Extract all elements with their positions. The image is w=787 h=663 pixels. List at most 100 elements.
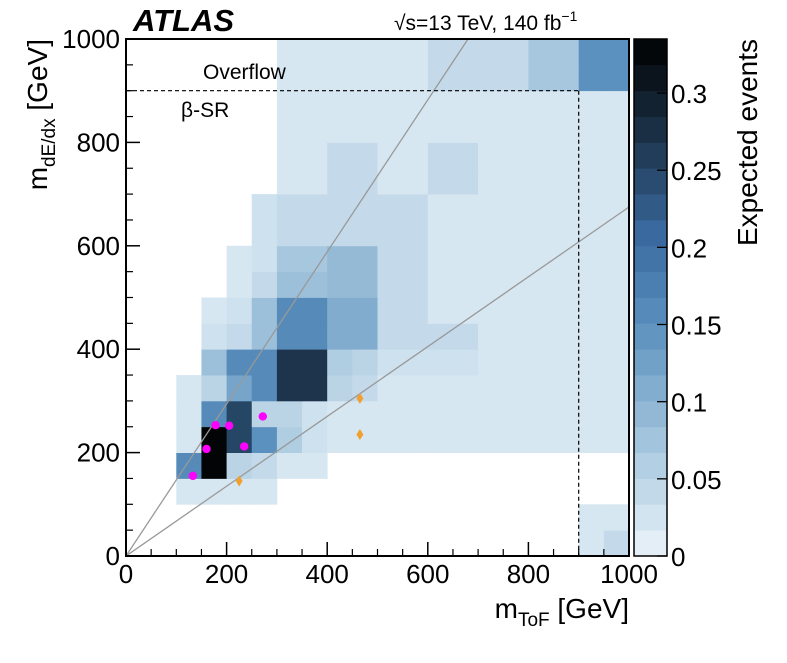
colorbar-segment	[634, 452, 667, 479]
y-tick-label: 400	[77, 334, 120, 364]
heatmap-bin	[478, 349, 504, 376]
heatmap-bin	[226, 452, 253, 479]
heatmap-bin	[276, 323, 303, 350]
heatmap-bin	[352, 90, 378, 117]
heatmap-bin	[528, 349, 554, 376]
heatmap-bin	[201, 297, 227, 324]
heatmap-bin	[276, 116, 303, 143]
heatmap-bin	[553, 426, 580, 453]
heatmap-bin	[503, 142, 529, 169]
heatmap-bin	[578, 39, 605, 66]
heatmap-bin	[302, 142, 328, 169]
heatmap-bin	[402, 323, 429, 350]
colorbar-segment	[634, 349, 667, 376]
heatmap-bin	[377, 323, 404, 350]
heatmap-bin	[478, 64, 504, 92]
heatmap-bin	[276, 142, 303, 169]
heatmap-bin	[402, 375, 429, 402]
heatmap-bin	[276, 168, 303, 195]
heatmap-bin	[603, 504, 630, 531]
heatmap-bin	[427, 297, 454, 324]
heatmap-bin	[528, 64, 554, 92]
colorbar-segment	[634, 271, 667, 298]
heatmap-bin	[352, 142, 378, 169]
heatmap-bin	[427, 375, 454, 402]
heatmap-bin	[503, 219, 529, 247]
heatmap-bin	[402, 64, 429, 92]
heatmap-bin	[478, 116, 504, 143]
heatmap-bin	[377, 39, 404, 66]
heatmap-bin	[427, 168, 454, 195]
heatmap-bin	[377, 64, 404, 92]
heatmap-bin	[251, 349, 278, 376]
heatmap-bin	[578, 271, 605, 298]
colorbar-tick-label: 0.3	[671, 79, 707, 109]
colorbar-segment	[634, 116, 667, 143]
heatmap-bin	[302, 349, 328, 376]
heatmap-bin	[553, 194, 580, 221]
energy-lumi-label: √s=13 TeV, 140 fb−1	[394, 8, 578, 35]
colorbar-segment	[634, 426, 667, 453]
heatmap-bin	[327, 194, 353, 221]
heatmap-bin	[528, 194, 554, 221]
heatmap-bin	[251, 297, 278, 324]
heatmap-bin	[478, 39, 504, 66]
colorbar-segment	[634, 168, 667, 195]
heatmap-bin	[528, 39, 554, 66]
heatmap-bin	[578, 426, 605, 453]
colorbar-segment	[634, 142, 667, 169]
heatmap-bin	[427, 39, 454, 66]
heatmap-bin	[503, 39, 529, 66]
heatmap-bin	[452, 400, 479, 428]
heatmap-bin	[553, 142, 580, 169]
diagonal-line	[125, 38, 469, 557]
heatmap-bin	[276, 400, 303, 428]
heatmap-bin	[402, 426, 429, 453]
heatmap-bin	[578, 168, 605, 195]
heatmap-bin	[327, 142, 353, 169]
heatmap-bin	[226, 271, 253, 298]
heatmap-bin	[528, 297, 554, 324]
heatmap-bin	[377, 245, 404, 273]
heatmap-bin	[603, 90, 630, 117]
colorbar-tick-label: 0.1	[671, 388, 707, 418]
heatmap-bin	[603, 375, 630, 402]
heatmap-bin	[553, 39, 580, 66]
heatmap-bin	[528, 375, 554, 402]
heatmap-bin	[528, 323, 554, 350]
x-axis-label-sub: ToF	[518, 610, 550, 631]
heatmap-bin	[553, 349, 580, 376]
heatmap-bin	[528, 142, 554, 169]
heatmap-bin	[377, 90, 404, 117]
heatmap-bin	[427, 90, 454, 117]
colorbar-segment	[634, 323, 667, 350]
heatmap-bin	[578, 245, 605, 273]
y-axis-label: mdE/dx [GeV]	[22, 39, 60, 190]
heatmap-bin	[327, 349, 353, 376]
heatmap-bin	[251, 194, 278, 221]
heatmap-bin	[352, 219, 378, 247]
colorbar-tick-label: 0.25	[671, 156, 722, 186]
heatmap-bin	[377, 426, 404, 453]
heatmap-bin	[327, 39, 353, 66]
heatmap-bin	[276, 64, 303, 92]
heatmap-bin	[402, 219, 429, 247]
heatmap-bin	[478, 90, 504, 117]
heatmap-bin	[603, 297, 630, 324]
heatmap-bin	[553, 219, 580, 247]
heatmap-bin	[478, 245, 504, 273]
heatmap-bin	[553, 116, 580, 143]
heatmap-bin	[578, 400, 605, 428]
heatmap-bin	[452, 194, 479, 221]
heatmap-bin	[327, 168, 353, 195]
heatmap-bin	[452, 271, 479, 298]
heatmap-bin	[176, 400, 202, 428]
heatmap-bin	[327, 271, 353, 298]
heatmap-bin	[478, 194, 504, 221]
heatmap-bin	[528, 90, 554, 117]
heatmap-bin	[402, 116, 429, 143]
heatmap-bin	[503, 400, 529, 428]
heatmap-bin	[327, 375, 353, 402]
heatmap-bin	[352, 64, 378, 92]
